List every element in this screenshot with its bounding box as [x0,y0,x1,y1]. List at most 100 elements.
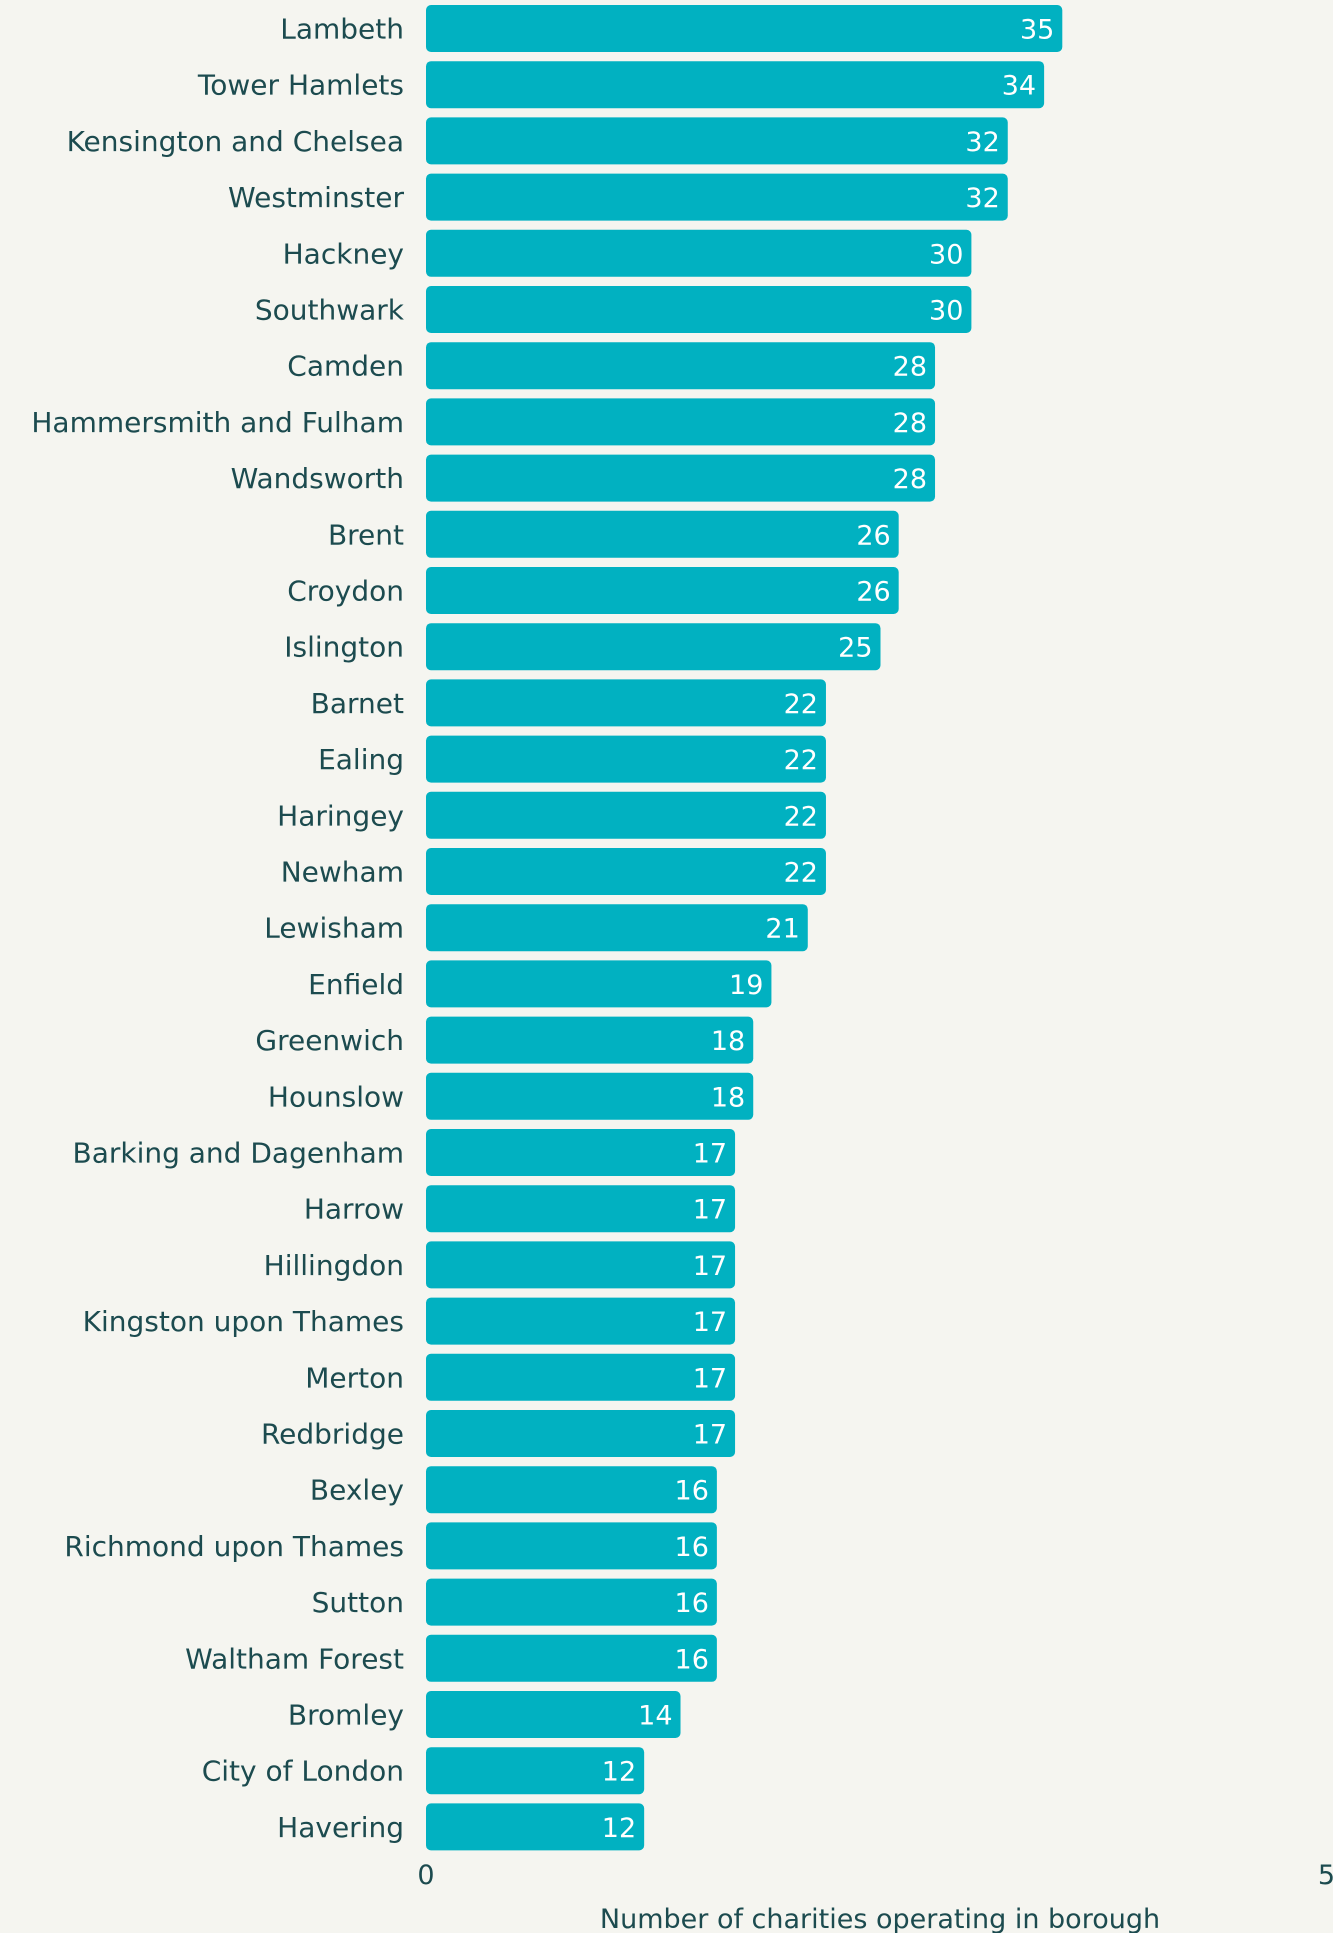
value-label: 28 [893,464,927,495]
x-tick-label: 0 [417,1860,434,1891]
bar [426,1072,754,1120]
bar [426,5,1063,52]
category-label: Enfield [308,968,404,1001]
value-label: 26 [856,520,890,551]
category-label: Hammersmith and Fulham [31,406,404,439]
category-label: Haringey [277,799,404,832]
category-label: Harrow [304,1193,404,1226]
bars [426,5,1063,1851]
category-labels: Lambeth Tower Hamlets Kensington and Chels… [31,13,404,1844]
value-label: 19 [729,970,763,1001]
category-label: Greenwich [255,1024,404,1057]
bar [426,398,936,446]
bar [426,173,1008,221]
category-label: Wandsworth [231,462,404,495]
value-label: 12 [602,1813,636,1844]
category-label: Merton [305,1361,404,1394]
bar [426,960,772,1008]
value-labels: 3534323230302828282626252222222221191818… [602,15,1054,1844]
bar [426,1353,736,1401]
category-label: Redbridge [261,1418,404,1451]
value-label: 14 [638,1701,672,1732]
value-label: 16 [675,1588,709,1619]
bar [426,1747,645,1795]
category-label: Westminster [228,181,404,214]
bar [426,1129,736,1176]
category-label: Kensington and Chelsea [67,125,404,158]
value-label: 12 [602,1757,636,1788]
value-label: 30 [929,239,963,270]
value-label: 26 [856,577,890,608]
category-label: Lewisham [264,912,404,945]
bar [426,61,1045,109]
value-label: 17 [693,1307,727,1338]
bar [426,1522,717,1570]
bar [426,1634,717,1682]
bar [426,454,936,502]
x-axis-ticks: 0 50 [417,1860,1333,1891]
value-label: 21 [765,914,799,945]
value-label: 22 [784,801,818,832]
value-label: 17 [693,1195,727,1226]
bar [426,1185,736,1233]
value-label: 22 [784,745,818,776]
value-label: 16 [675,1644,709,1675]
value-label: 17 [693,1251,727,1282]
category-label: City of London [202,1755,404,1788]
bar [426,1297,736,1345]
bar [426,286,972,333]
x-axis-title: Number of charities operating in borough [600,1904,1160,1933]
value-label: 22 [784,689,818,720]
value-label: 34 [1002,71,1036,102]
value-label: 22 [784,858,818,889]
value-label: 32 [965,127,999,158]
bar [426,1410,736,1457]
category-label: Sutton [312,1586,404,1619]
category-label: Hounslow [268,1080,404,1113]
value-label: 25 [838,633,872,664]
x-tick-label: 50 [1318,1860,1333,1891]
category-label: Croydon [287,575,404,608]
bar [426,1803,645,1851]
bar [426,679,826,727]
category-label: Newham [281,856,404,889]
value-label: 18 [711,1026,745,1057]
category-label: Bromley [288,1699,404,1732]
category-label: Ealing [318,743,404,776]
category-label: Barnet [311,687,404,720]
category-label: Hackney [283,237,404,270]
bar [426,117,1008,165]
value-label: 28 [893,408,927,439]
value-label: 28 [893,352,927,383]
bar [426,510,899,558]
bar [426,1691,681,1738]
category-label: Lambeth [280,13,404,46]
value-label: 17 [693,1139,727,1170]
category-label: Havering [277,1811,404,1844]
category-label: Waltham Forest [185,1642,404,1675]
category-label: Southwark [255,294,405,327]
value-label: 16 [675,1476,709,1507]
category-label: Kingston upon Thames [83,1305,404,1338]
bar [426,904,808,952]
bar [426,848,826,895]
bar [426,342,936,390]
bar [426,1578,717,1626]
value-label: 17 [693,1363,727,1394]
category-label: Bexley [310,1474,404,1507]
bar [426,1466,717,1514]
category-label: Barking and Dagenham [72,1137,404,1170]
value-label: 17 [693,1420,727,1451]
category-label: Camden [287,350,404,383]
bar [426,791,826,839]
bar [426,567,899,614]
value-label: 32 [965,183,999,214]
bar [426,1241,736,1289]
bar [426,623,881,671]
value-label: 16 [675,1532,709,1563]
category-label: Brent [328,518,404,551]
value-label: 18 [711,1082,745,1113]
category-label: Richmond upon Thames [64,1530,404,1563]
bar [426,229,972,277]
